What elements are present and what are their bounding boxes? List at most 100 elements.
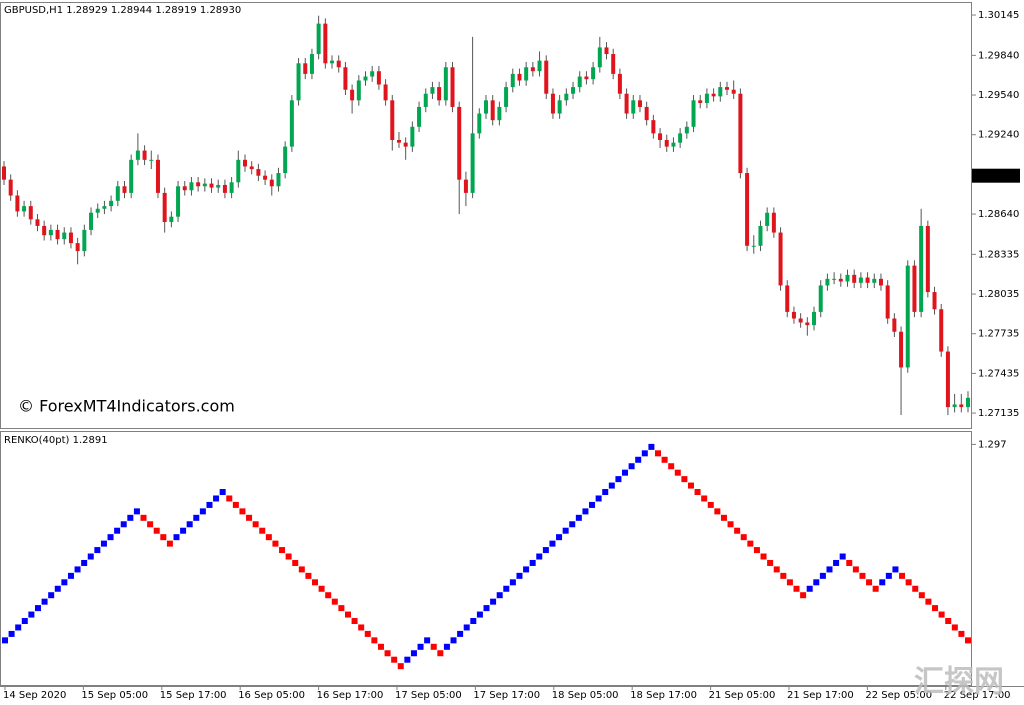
- candle-body: [68, 232, 73, 244]
- renko-brick: [885, 572, 892, 579]
- candle-body: [296, 63, 301, 101]
- candle-body: [8, 179, 13, 196]
- candle-body: [176, 186, 181, 217]
- candle-body: [671, 142, 676, 147]
- candle-body: [557, 100, 562, 114]
- candle-body: [102, 206, 107, 209]
- renko-brick: [48, 592, 55, 599]
- candle-body: [229, 182, 234, 193]
- candle-body: [691, 100, 696, 127]
- candle-body: [477, 113, 482, 134]
- candle-body: [651, 120, 656, 134]
- renko-brick: [476, 611, 483, 618]
- candle-body: [832, 278, 837, 280]
- y-tick-label: 1.27135: [978, 408, 1019, 419]
- renko-brick: [516, 572, 523, 579]
- renko-brick: [905, 579, 912, 586]
- candle-body: [678, 133, 683, 143]
- renko-brick: [265, 534, 272, 541]
- renko-brick: [199, 508, 206, 515]
- renko-brick: [94, 547, 101, 554]
- candle-body: [510, 73, 515, 88]
- renko-brick: [727, 521, 734, 528]
- renko-brick: [259, 527, 266, 534]
- candle-body: [189, 182, 194, 191]
- candle-body: [497, 106, 502, 121]
- renko-brick: [740, 534, 747, 541]
- renko-brick: [793, 585, 800, 592]
- candle-body: [383, 84, 388, 101]
- x-tick-label: 15 Sep 05:00: [81, 690, 148, 701]
- renko-brick: [443, 643, 450, 650]
- candle-body: [350, 89, 355, 101]
- renko-brick: [549, 540, 556, 547]
- renko-brick: [404, 656, 411, 663]
- renko-brick: [81, 559, 88, 566]
- renko-brick: [767, 559, 774, 566]
- candle-body: [952, 404, 957, 408]
- renko-brick: [219, 489, 226, 496]
- candle-body: [149, 159, 154, 161]
- candle-body: [109, 200, 114, 207]
- y-tick-label: 1.27435: [978, 368, 1019, 379]
- candle-body: [363, 76, 368, 81]
- renko-brick: [483, 605, 490, 612]
- candle-body: [169, 216, 174, 222]
- candle-body: [544, 60, 549, 94]
- candle-body: [825, 278, 830, 286]
- candle-body: [309, 54, 314, 74]
- renko-brick: [951, 624, 958, 631]
- renko-brick: [206, 501, 213, 508]
- open-value: 1.28929: [66, 5, 107, 16]
- candle-body: [463, 179, 468, 193]
- renko-brick: [153, 527, 160, 534]
- candle-body: [771, 212, 776, 233]
- renko-brick: [503, 585, 510, 592]
- x-tick-label: 17 Sep 05:00: [395, 690, 462, 701]
- candle-body: [945, 351, 950, 408]
- renko-brick: [918, 592, 925, 599]
- candle-body: [644, 106, 649, 121]
- y-tick-label: 1.28640: [978, 209, 1019, 220]
- renko-brick: [246, 514, 253, 521]
- renko-brick: [213, 495, 220, 502]
- renko-brick: [681, 476, 688, 483]
- renko-brick: [338, 605, 345, 612]
- candle-body: [939, 309, 944, 352]
- renko-brick: [344, 611, 351, 618]
- candle-body: [591, 67, 596, 80]
- candle-body: [115, 186, 120, 201]
- renko-brick: [582, 508, 589, 515]
- renko-brick: [833, 559, 840, 566]
- indicator-title: RENKO(40pt) 1.2891: [4, 435, 108, 446]
- renko-brick: [160, 534, 167, 541]
- renko-brick: [602, 489, 609, 496]
- renko-brick: [180, 527, 187, 534]
- renko-brick: [852, 566, 859, 573]
- candle-body: [745, 173, 750, 246]
- candle-body: [725, 87, 729, 90]
- renko-brick: [674, 469, 681, 476]
- renko-brick: [813, 579, 820, 586]
- candle-body: [785, 285, 790, 312]
- candle-body: [912, 265, 917, 312]
- renko-brick: [120, 521, 127, 528]
- candle-body: [155, 159, 160, 193]
- renko-brick: [2, 637, 8, 644]
- renko-brick: [358, 624, 365, 631]
- candle-body: [283, 146, 288, 174]
- renko-brick: [734, 527, 741, 534]
- candle-body: [751, 245, 756, 247]
- renko-brick: [166, 540, 173, 547]
- renko-brick: [635, 456, 642, 463]
- renko-brick: [872, 585, 879, 592]
- candle-body: [330, 60, 335, 64]
- renko-brick: [707, 501, 714, 508]
- renko-brick: [147, 521, 154, 528]
- candle-body: [48, 229, 53, 236]
- renko-brick: [252, 521, 259, 528]
- renko-brick: [239, 508, 246, 515]
- renko-brick: [292, 559, 299, 566]
- candle-body: [323, 23, 328, 64]
